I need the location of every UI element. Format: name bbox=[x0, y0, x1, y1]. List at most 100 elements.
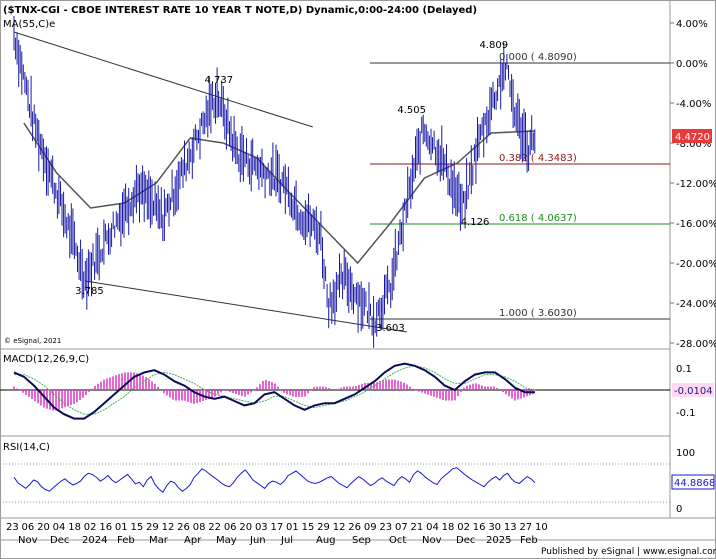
rsi-value-box bbox=[671, 474, 715, 490]
date-tick-label: 04 bbox=[53, 522, 66, 533]
fib-label-1.000: 1.000 ( 3.6030) bbox=[499, 308, 577, 319]
date-tick-label: 20 bbox=[37, 522, 50, 533]
macd-line bbox=[13, 362, 535, 420]
trendlines bbox=[13, 31, 408, 333]
date-tick-label: 06 bbox=[224, 522, 237, 533]
month-label: Mar bbox=[149, 535, 169, 546]
date-tick-label: 13 bbox=[504, 522, 517, 533]
swing-label: 4.126 bbox=[461, 217, 490, 228]
date-tick-label: 26 bbox=[177, 522, 190, 533]
month-label: Dec bbox=[456, 535, 475, 546]
swing-label: 3.785 bbox=[75, 286, 104, 297]
date-tick-label: 23 bbox=[6, 522, 19, 533]
swing-annotations: 4.737 3.785 3.603 4.809 4.505 4.126 bbox=[75, 40, 508, 334]
macd-y-tick-label: 0.1 bbox=[676, 364, 692, 375]
date-tick-label: 21 bbox=[411, 522, 424, 533]
macd-value-label: -0.0104 bbox=[674, 386, 713, 397]
date-axis: 23 06 20 04 18 02 16 01 15 29 12 26 08 22 06 20 03 17 01 15… bbox=[6, 522, 548, 546]
last-price-box bbox=[672, 129, 712, 143]
month-label: Feb bbox=[117, 535, 135, 546]
rsi-line bbox=[13, 467, 536, 494]
date-tick-label: 07 bbox=[395, 522, 408, 533]
swing-label: 4.737 bbox=[204, 75, 233, 86]
published-by: Published by eSignal | www.esignal.com bbox=[541, 547, 716, 557]
date-tick-label: 16 bbox=[99, 522, 112, 533]
month-label: May bbox=[216, 535, 237, 546]
date-tick-label: 29 bbox=[317, 522, 330, 533]
month-label: Oct bbox=[389, 535, 406, 546]
macd-panel: 0.10-0.1 bbox=[0, 362, 696, 420]
fib-label-0.000: 0.000 ( 4.8090) bbox=[499, 52, 577, 63]
date-tick-label: 27 bbox=[519, 522, 532, 533]
date-tick-label: 02 bbox=[457, 522, 470, 533]
rsi-line-path bbox=[13, 467, 536, 494]
rsi-y-tick-label: 100 bbox=[676, 448, 695, 459]
trendline-upper bbox=[13, 31, 313, 128]
macd-lines bbox=[13, 362, 536, 420]
month-label: Nov bbox=[422, 535, 442, 546]
month-label: Apr bbox=[184, 535, 202, 546]
ma-legend: MA(55,C)e bbox=[3, 19, 55, 30]
swing-label: 4.505 bbox=[397, 105, 426, 116]
month-label: Sep bbox=[352, 535, 371, 546]
date-tick-label: 29 bbox=[146, 522, 159, 533]
price-y-tick-label: -16.00% bbox=[676, 219, 716, 230]
date-tick-label: 06 bbox=[22, 522, 35, 533]
last-price-label: 4.4720 bbox=[675, 132, 710, 143]
price-y-tick-label: -8.00% bbox=[676, 139, 711, 150]
month-label: Nov bbox=[18, 535, 38, 546]
date-tick-label: 15 bbox=[302, 522, 315, 533]
date-tick-label: 20 bbox=[239, 522, 252, 533]
trendline-lower bbox=[85, 280, 408, 333]
macd-value-box bbox=[672, 383, 714, 397]
price-bars bbox=[13, 16, 536, 348]
price-y-tick-label: -24.00% bbox=[676, 299, 716, 310]
date-tick-label: 15 bbox=[130, 522, 143, 533]
price-y-tick-label: -28.00% bbox=[676, 339, 716, 350]
rsi-value-label: 44.8868 bbox=[674, 478, 715, 489]
macd-y-tick-label: -0.1 bbox=[676, 408, 696, 419]
swing-label: 4.809 bbox=[479, 40, 508, 51]
rsi-legend: RSI(14,C) bbox=[3, 442, 50, 453]
month-label: Aug bbox=[316, 535, 336, 546]
date-tick-label: 17 bbox=[271, 522, 284, 533]
date-tick-label: 08 bbox=[193, 522, 206, 533]
date-tick-label: 16 bbox=[473, 522, 486, 533]
fib-label-0.618: 0.618 ( 4.0637) bbox=[499, 213, 577, 224]
date-tick-label: 02 bbox=[84, 522, 97, 533]
date-tick-label: 04 bbox=[426, 522, 439, 533]
date-tick-label: 26 bbox=[348, 522, 361, 533]
macd-signal-line bbox=[14, 365, 536, 415]
month-label: Dec bbox=[50, 535, 69, 546]
month-label: Jun bbox=[249, 535, 266, 546]
month-label: Jul bbox=[280, 535, 293, 546]
price-y-tick-label: 4.00% bbox=[676, 19, 708, 30]
chart-title: ($TNX-CGI - CBOE INTEREST RATE 10 YEAR T… bbox=[3, 5, 477, 16]
swing-label: 3.603 bbox=[376, 323, 405, 334]
date-tick-label: 12 bbox=[162, 522, 175, 533]
date-tick-label: 10 bbox=[535, 522, 548, 533]
month-label: 2025 bbox=[486, 535, 511, 546]
date-tick-label: 03 bbox=[255, 522, 268, 533]
date-tick-label: 01 bbox=[286, 522, 299, 533]
price-y-tick-label: 0.00% bbox=[676, 59, 708, 70]
fib-label-0.382: 0.382 ( 4.3483) bbox=[499, 153, 577, 164]
month-label: 2024 bbox=[82, 535, 107, 546]
month-label: Feb bbox=[520, 535, 538, 546]
date-tick-label: 23 bbox=[379, 522, 392, 533]
date-tick-label: 18 bbox=[68, 522, 81, 533]
price-y-tick-label: -12.00% bbox=[676, 179, 716, 190]
price-y-tick-label: -4.00% bbox=[676, 99, 711, 110]
rsi-y-tick-label: 0 bbox=[676, 504, 682, 515]
date-tick-label: 22 bbox=[208, 522, 221, 533]
esignal-copyright: © eSignal, 2021 bbox=[4, 337, 61, 345]
price-panel: 0.000 ( 4.8090) 0.382 ( 4.3483) 0.618 ( 4.… bbox=[13, 16, 716, 350]
price-y-tick-label: -20.00% bbox=[676, 259, 716, 270]
date-tick-label: 12 bbox=[333, 522, 346, 533]
macd-legend: MACD(12,26,9,C) bbox=[3, 354, 89, 365]
date-tick-label: 18 bbox=[442, 522, 455, 533]
date-tick-label: 30 bbox=[488, 522, 501, 533]
